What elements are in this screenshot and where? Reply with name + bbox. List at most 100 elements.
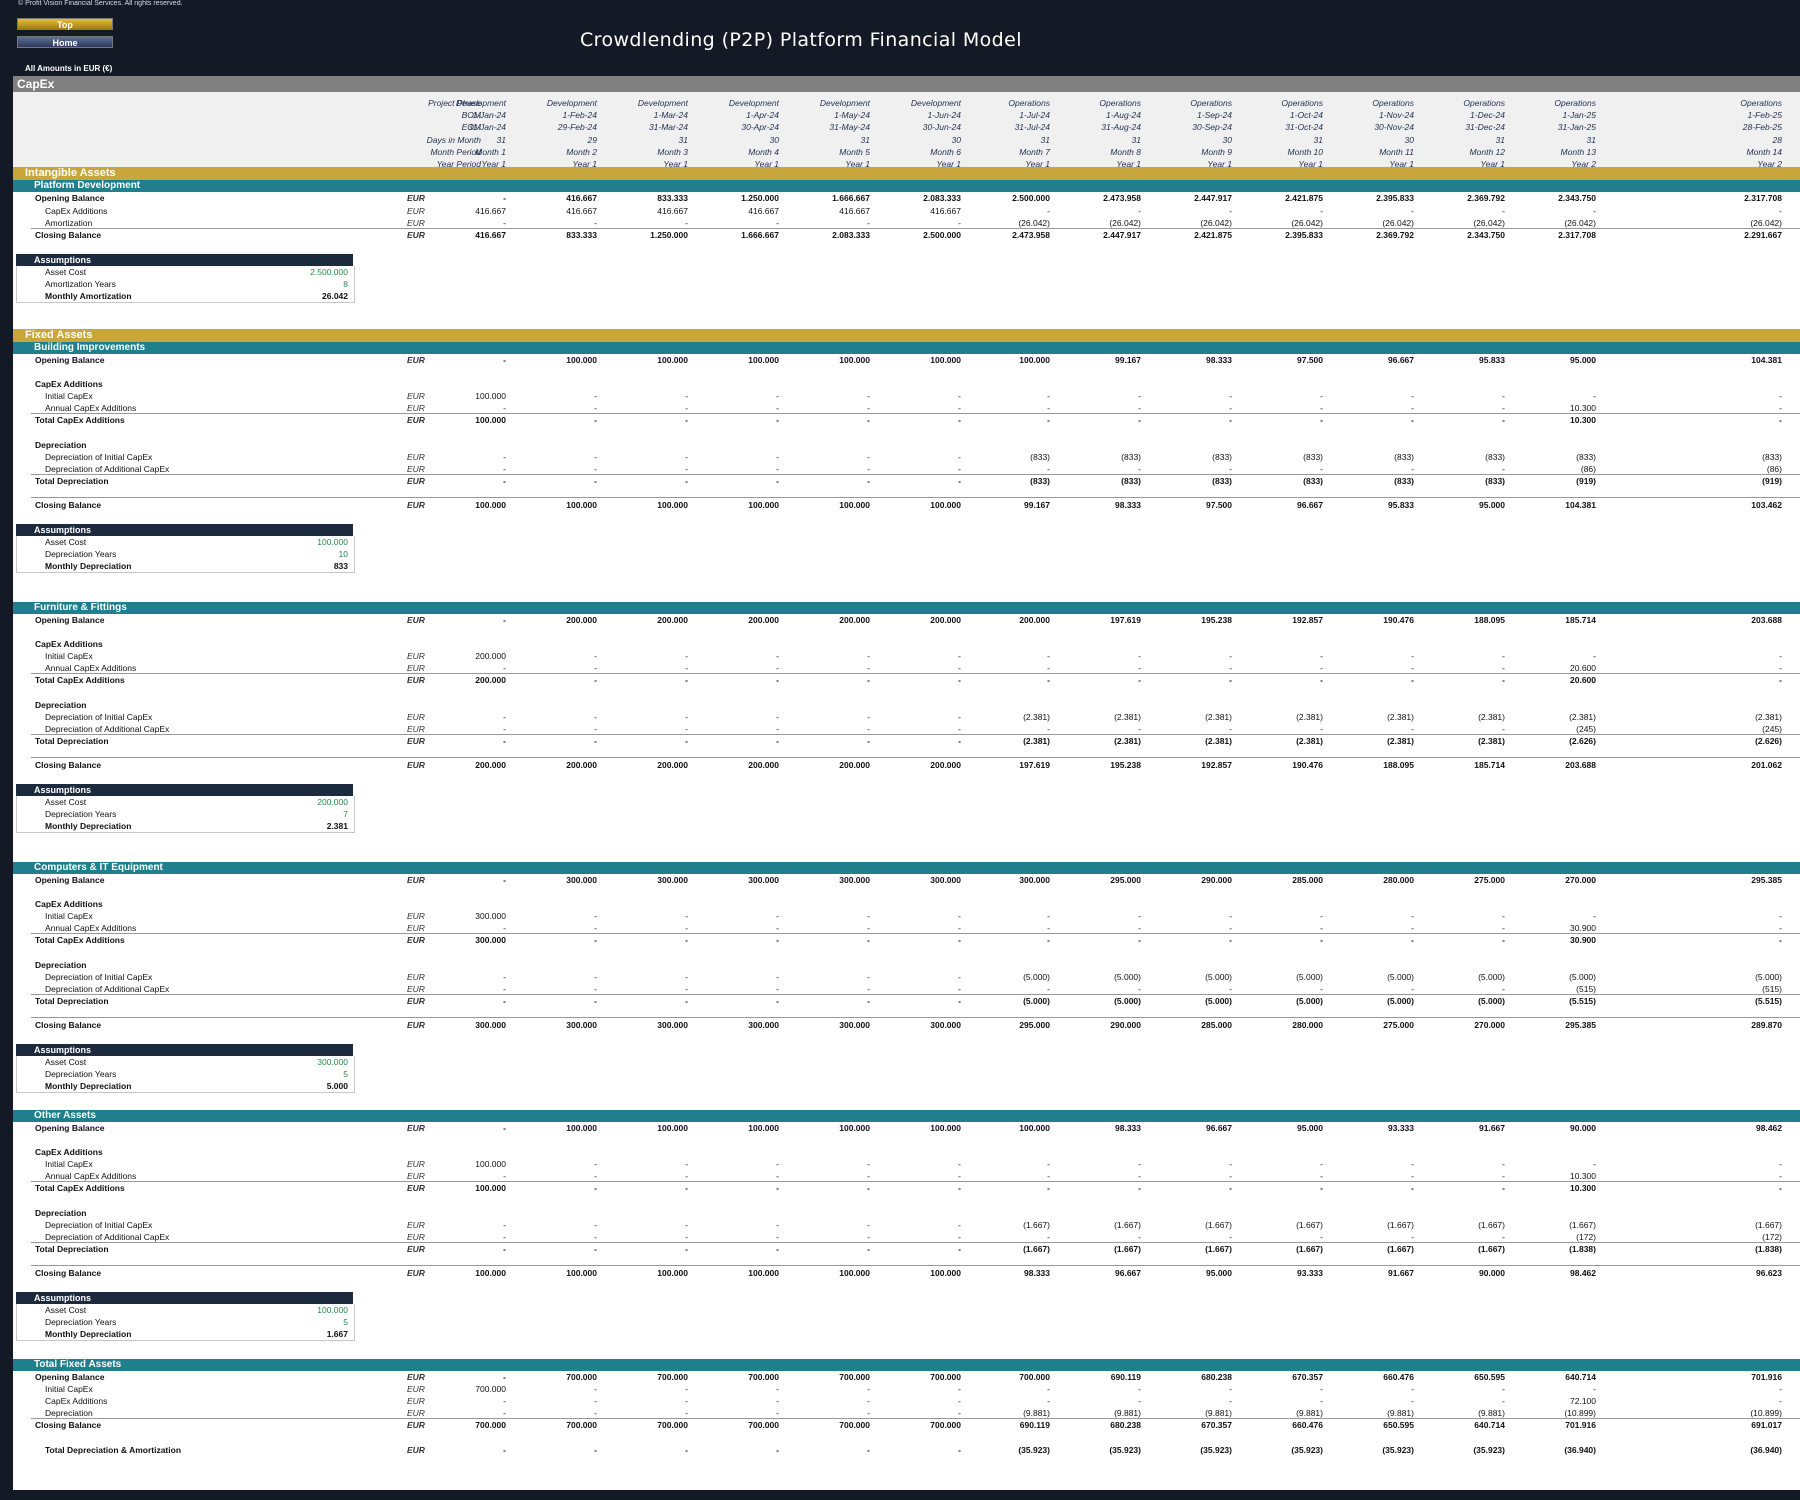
row-label: Depreciation of Initial CapEx	[45, 1220, 153, 1230]
value-cell: 100.000	[930, 500, 961, 510]
value-cell: -	[867, 923, 870, 933]
row-divider	[31, 933, 1800, 934]
timeline-cell: 1-Aug-24	[1106, 110, 1141, 121]
value-cell: 100.000	[657, 1268, 688, 1278]
unit-cell: EUR	[407, 875, 425, 885]
value-cell: -	[1138, 391, 1141, 401]
value-cell: -	[867, 476, 870, 486]
value-cell: -	[1229, 935, 1232, 945]
row-label: Total CapEx Additions	[35, 415, 125, 425]
row-divider	[31, 673, 1800, 674]
value-cell: -	[776, 972, 779, 982]
value-cell: -	[867, 736, 870, 746]
value-cell: 91.667	[1479, 1123, 1505, 1133]
value-cell: -	[503, 193, 506, 203]
value-cell: -	[1047, 1159, 1050, 1169]
row-label: Total CapEx Additions	[35, 935, 125, 945]
value-cell: 670.357	[1292, 1372, 1323, 1382]
value-cell: -	[1047, 1183, 1050, 1193]
value-cell: (5.000)	[1023, 972, 1050, 982]
value-cell: (1.667)	[1296, 1244, 1323, 1254]
value-cell: -	[1502, 724, 1505, 734]
value-cell: -	[867, 1396, 870, 1406]
value-cell: -	[1411, 675, 1414, 685]
value-cell: 290.000	[1110, 1020, 1141, 1030]
currency-note: All Amounts in EUR (€)	[25, 64, 113, 73]
value-cell: (1.667)	[1478, 1220, 1505, 1230]
value-cell: 200.000	[930, 760, 961, 770]
value-cell: -	[958, 452, 961, 462]
value-cell: -	[958, 911, 961, 921]
value-cell: 30.900	[1570, 923, 1596, 933]
row-label: Annual CapEx Additions	[45, 663, 137, 673]
value-cell: -	[867, 1183, 870, 1193]
value-cell: 96.667	[1297, 500, 1323, 510]
value-cell: 2.500.000	[1012, 193, 1050, 203]
value-cell: -	[776, 911, 779, 921]
value-cell: 2.421.875	[1194, 230, 1232, 240]
unit-cell: EUR	[407, 712, 425, 722]
timeline-cell: Operations	[1372, 98, 1414, 108]
value-cell: -	[594, 923, 597, 933]
row-label: Initial CapEx	[45, 651, 93, 661]
value-cell: -	[1047, 1384, 1050, 1394]
value-cell: 98.333	[1206, 355, 1232, 365]
value-cell: 833.333	[657, 193, 688, 203]
unit-cell: EUR	[407, 935, 425, 945]
value-cell: -	[685, 1171, 688, 1181]
value-cell: 2.369.792	[1376, 230, 1414, 240]
value-cell: -	[503, 972, 506, 982]
value-cell: -	[503, 724, 506, 734]
timeline-label: Year Period	[436, 159, 481, 169]
value-cell: 97.500	[1297, 355, 1323, 365]
timeline-cell: 1-Jun-24	[927, 110, 961, 121]
value-cell: -	[1138, 935, 1141, 945]
value-cell: 203.688	[1751, 615, 1782, 625]
value-cell: 185.714	[1565, 615, 1596, 625]
assumption-value: 8	[343, 279, 348, 289]
unit-cell: EUR	[407, 1020, 425, 1030]
value-cell: -	[503, 663, 506, 673]
value-cell: 670.357	[1201, 1420, 1232, 1430]
value-cell: -	[503, 984, 506, 994]
value-cell: -	[1138, 1171, 1141, 1181]
value-cell: -	[958, 923, 961, 933]
group-label: Depreciation	[35, 1208, 87, 1218]
top-button[interactable]: Top	[17, 18, 113, 30]
timeline-cell: Development	[910, 98, 961, 108]
value-cell: 100.000	[930, 355, 961, 365]
value-cell: 95.000	[1479, 500, 1505, 510]
value-cell: (2.381)	[1114, 736, 1141, 746]
subsection-furniture: Furniture & Fittings	[13, 602, 1800, 614]
value-cell: -	[1502, 1171, 1505, 1181]
assumptions-header: Assumptions	[16, 1292, 353, 1304]
value-cell: 100.000	[839, 1123, 870, 1133]
value-cell: 100.000	[839, 1268, 870, 1278]
category-intangible: Intangible Assets	[13, 167, 1800, 180]
timeline-cell: Year 1	[1298, 159, 1323, 169]
value-cell: 100.000	[748, 1268, 779, 1278]
value-cell: -	[503, 1123, 506, 1133]
value-cell: -	[958, 476, 961, 486]
unit-cell: EUR	[407, 452, 425, 462]
home-button[interactable]: Home	[17, 36, 113, 48]
value-cell: (2.381)	[1387, 736, 1414, 746]
value-cell: 275.000	[1474, 875, 1505, 885]
value-cell: -	[1320, 651, 1323, 661]
value-cell: -	[594, 663, 597, 673]
assumption-value: 200.000	[317, 797, 348, 807]
value-cell: 91.667	[1388, 1268, 1414, 1278]
value-cell: -	[958, 1232, 961, 1242]
timeline-cell: Year 2	[1757, 159, 1782, 169]
value-cell: -	[1229, 206, 1232, 216]
unit-cell: EUR	[407, 1159, 425, 1169]
value-cell: -	[685, 724, 688, 734]
assumptions-box	[16, 796, 355, 833]
value-cell: (2.626)	[1569, 736, 1596, 746]
timeline-cell: 31-Dec-24	[1465, 122, 1505, 133]
value-cell: 201.062	[1751, 760, 1782, 770]
value-cell: (5.000)	[1205, 972, 1232, 982]
timeline-cell: 29-Feb-24	[557, 122, 597, 133]
value-cell: -	[685, 218, 688, 228]
value-cell: (35.923)	[1200, 1445, 1232, 1455]
